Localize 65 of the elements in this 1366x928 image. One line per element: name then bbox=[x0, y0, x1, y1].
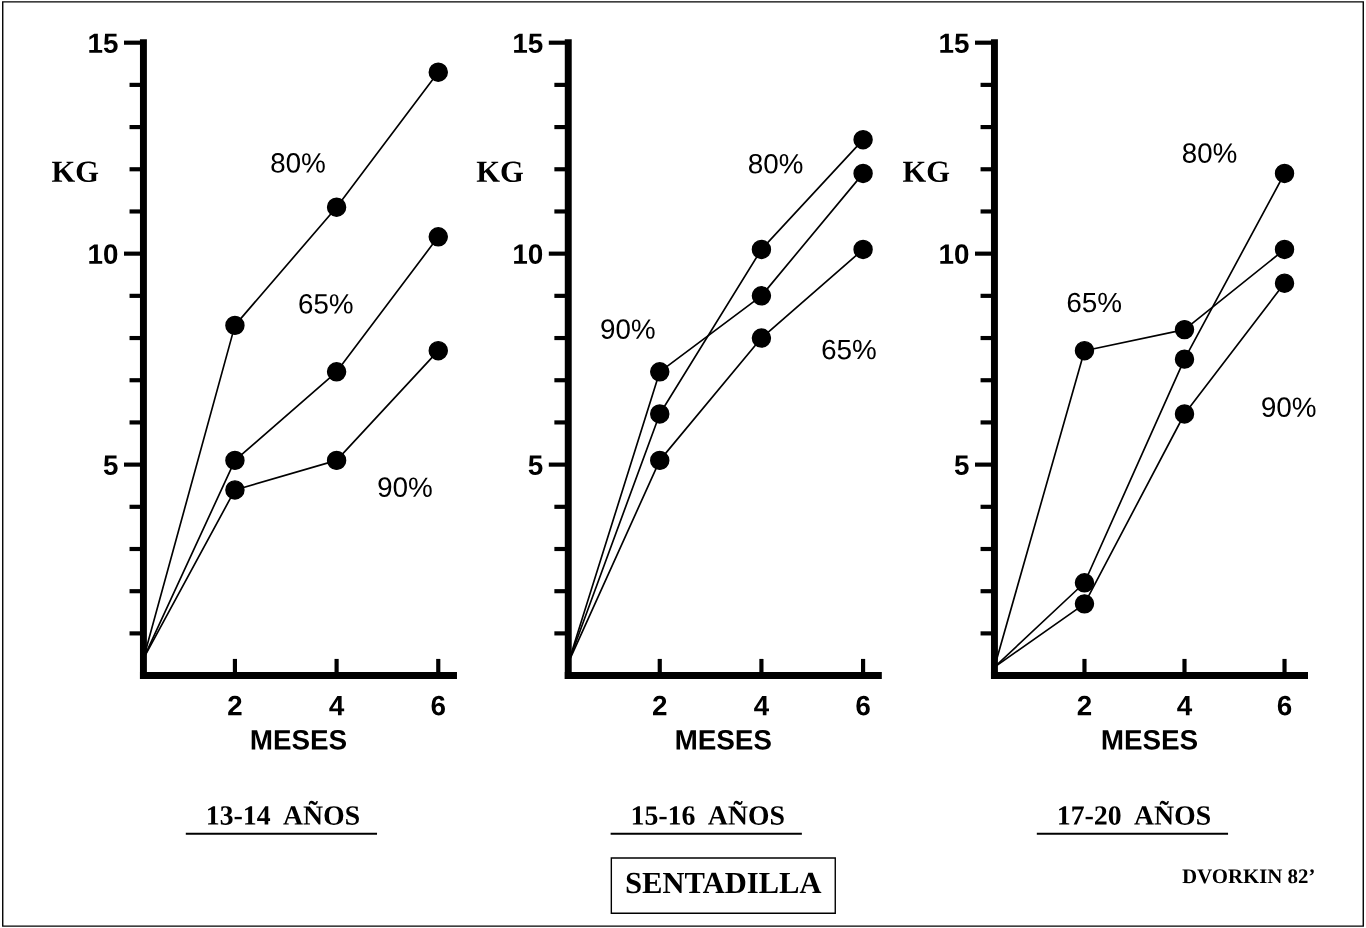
x-tick-label: 4 bbox=[329, 696, 345, 716]
point bbox=[326, 197, 347, 217]
point bbox=[1074, 573, 1095, 593]
series-label: 65% bbox=[299, 294, 353, 314]
x-tick-label: 2 bbox=[1077, 695, 1092, 716]
point bbox=[751, 286, 772, 306]
y-axis-title: KG bbox=[902, 161, 950, 183]
text: 17-20 AÑOS bbox=[1059, 800, 1210, 825]
point bbox=[751, 239, 772, 260]
y-tick-label: 15 bbox=[940, 33, 969, 54]
x-axis-title: MESES bbox=[251, 729, 347, 750]
x-tick-label: 6 bbox=[856, 695, 870, 716]
point bbox=[853, 163, 873, 184]
x-tick-label: 2 bbox=[653, 695, 667, 716]
text: 15-16 AÑOS bbox=[632, 800, 784, 825]
point bbox=[1174, 349, 1195, 369]
y-axis-title: KG bbox=[51, 161, 99, 183]
point bbox=[428, 227, 448, 247]
point bbox=[1274, 163, 1295, 184]
series-label: 65% bbox=[1067, 292, 1122, 313]
point bbox=[650, 450, 670, 471]
x-tick-label: 4 bbox=[1177, 696, 1193, 716]
point bbox=[1174, 404, 1195, 424]
y-tick-label: 15 bbox=[89, 33, 118, 54]
point bbox=[428, 62, 448, 82]
y-tick-label: 5 bbox=[528, 455, 543, 475]
series-label: 90% bbox=[601, 319, 655, 339]
point bbox=[1074, 340, 1095, 361]
point bbox=[1274, 273, 1295, 293]
point bbox=[650, 362, 670, 382]
x-tick-label: 4 bbox=[754, 696, 769, 716]
series-label: 80% bbox=[271, 153, 325, 173]
series-label: 80% bbox=[749, 153, 803, 174]
point bbox=[326, 362, 347, 382]
point bbox=[1174, 319, 1195, 340]
point bbox=[225, 480, 245, 500]
text: DVORKIN 82’ bbox=[1182, 869, 1314, 884]
point bbox=[1274, 239, 1295, 260]
y-tick-label: 10 bbox=[89, 244, 118, 264]
point bbox=[650, 404, 670, 424]
point bbox=[853, 130, 873, 150]
point bbox=[751, 328, 772, 348]
series-label: 90% bbox=[1262, 397, 1316, 418]
point bbox=[1074, 594, 1095, 614]
point bbox=[428, 340, 448, 361]
x-axis-title: MESES bbox=[1102, 729, 1198, 750]
point bbox=[853, 239, 873, 260]
x-tick-label: 2 bbox=[228, 695, 242, 716]
point bbox=[225, 315, 245, 336]
text: SENTADILLA bbox=[626, 872, 822, 894]
y-tick-label: 5 bbox=[103, 455, 118, 475]
y-tick-label: 15 bbox=[514, 33, 543, 54]
x-axis-title: MESES bbox=[676, 729, 771, 750]
series-label: 65% bbox=[822, 339, 876, 360]
y-tick-label: 10 bbox=[514, 244, 543, 264]
text: 13-14 AÑOS bbox=[208, 800, 359, 825]
y-tick-label: 5 bbox=[954, 455, 969, 475]
y-tick-label: 10 bbox=[940, 244, 969, 264]
series-label: 90% bbox=[378, 477, 432, 498]
x-tick-label: 6 bbox=[431, 695, 445, 716]
point bbox=[225, 450, 245, 471]
x-tick-label: 6 bbox=[1277, 695, 1292, 716]
series-label: 80% bbox=[1182, 143, 1237, 163]
point bbox=[326, 450, 347, 471]
y-axis-title: KG bbox=[476, 161, 523, 183]
